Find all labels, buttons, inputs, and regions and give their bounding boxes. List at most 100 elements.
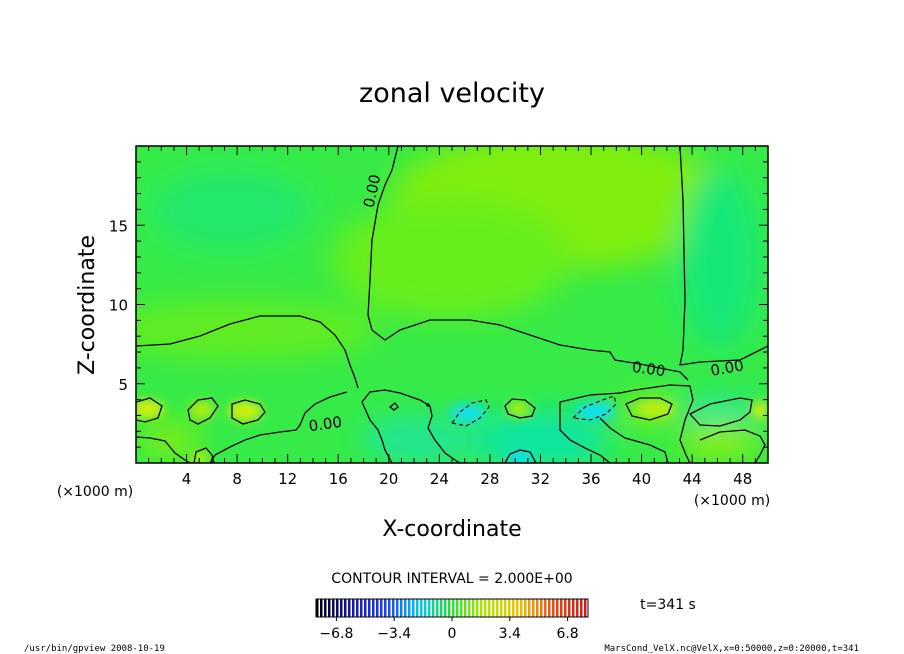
colorbar-cell [320,599,323,617]
colorbar-cell [380,599,383,617]
colorbar-cell [336,599,339,617]
colorbar-cell [352,599,355,617]
colorbar-cell [416,599,419,617]
colorbar-cell [324,599,327,617]
time-label: t=341 s [640,597,696,613]
negative-contours [451,395,617,427]
colorbar-cell [420,599,423,617]
colorbar-cell [472,599,475,617]
x-axis-label: X-coordinate [382,517,521,542]
colorbar-cell [364,599,367,617]
colorbar-cell [560,599,563,617]
colorbar-cell [344,599,347,617]
colorbar-cell [436,599,439,617]
colorbar-cell [492,599,495,617]
colorbar-cell [400,599,403,617]
colorbar-cell [476,599,479,617]
x-tick-label: 4 [182,470,192,488]
colorbar-cell [496,599,499,617]
colorbar-tick-label: −3.4 [377,626,411,642]
colorbar-cell [448,599,451,617]
colorbar-cell [396,599,399,617]
colorbar-cell [356,599,359,617]
colorbar-cell [376,599,379,617]
x-tick-label: 44 [683,470,702,488]
colorbar-cell [408,599,411,617]
colorbar-tick-label: 6.8 [556,626,578,642]
colorbar-cell [556,599,559,617]
x-unit-left: (×1000 m) [57,484,133,500]
heatmap-field: 0.00 0.00 0.00 0.00 [136,146,768,463]
colorbar-cell [468,599,471,617]
y-tick-label: 15 [109,217,128,235]
colorbar-cell [340,599,343,617]
footer-right: MarsCond_VelX.nc@VelX,x=0:50000,z=0:2000… [604,644,859,654]
contour-interval-label: CONTOUR INTERVAL = 2.000E+00 [331,571,572,587]
colorbar-cell [464,599,467,617]
colorbar-cell [332,599,335,617]
x-tick-label: 28 [480,470,499,488]
colorbar [316,599,587,617]
contour-label: 0.00 [631,358,667,380]
field-shading [136,146,760,463]
x-tick-label: 20 [379,470,398,488]
colorbar-cell [440,599,443,617]
colorbar-cell [504,599,507,617]
colorbar-cell [348,599,351,617]
x-tick-label: 40 [632,470,651,488]
colorbar-cell [544,599,547,617]
colorbar-cell [540,599,543,617]
y-tick-label: 5 [118,376,128,394]
contour-label: 0.00 [308,413,344,435]
colorbar-cell [568,599,571,617]
colorbar-cell [524,599,527,617]
colorbar-cell [516,599,519,617]
chart-title: zonal velocity [359,78,545,109]
colorbar-cell [584,599,587,617]
colorbar-cell [316,599,319,617]
colorbar-cell [456,599,459,617]
colorbar-cell [536,599,539,617]
colorbar-cell [428,599,431,617]
colorbar-cell [404,599,407,617]
colorbar-cell [372,599,375,617]
colorbar-cell [444,599,447,617]
colorbar-tick-label: −6.8 [319,626,353,642]
y-tick-label: 10 [109,297,128,315]
colorbar-cell [452,599,455,617]
colorbar-cell [424,599,427,617]
x-tick-label: 24 [430,470,449,488]
colorbar-cell [388,599,391,617]
x-tick-label: 36 [581,470,600,488]
colorbar-cell [532,599,535,617]
colorbar-cell [432,599,435,617]
colorbar-tick-label: 3.4 [499,626,521,642]
colorbar-cell [328,599,331,617]
colorbar-cell [508,599,511,617]
colorbar-cell [520,599,523,617]
colorbar-cell [528,599,531,617]
colorbar-cell [392,599,395,617]
colorbar-cell [384,599,387,617]
colorbar-cell [580,599,583,617]
colorbar-cell [480,599,483,617]
x-tick-label: 12 [278,470,297,488]
colorbar-cell [576,599,579,617]
contour-lines [136,146,768,463]
colorbar-cell [552,599,555,617]
colorbar-ticks: −6.8 −3.4 0 3.4 6.8 [319,617,579,642]
colorbar-cell [488,599,491,617]
field-extremes [136,400,768,463]
colorbar-cell [484,599,487,617]
colorbar-cell [412,599,415,617]
colorbar-cell [460,599,463,617]
colorbar-cell [368,599,371,617]
y-axis-label: Z-coordinate [75,235,100,375]
x-tick-label: 16 [329,470,348,488]
colorbar-cell [500,599,503,617]
x-tick-label: 8 [232,470,242,488]
contour-dot [426,403,430,407]
colorbar-cell [512,599,515,617]
